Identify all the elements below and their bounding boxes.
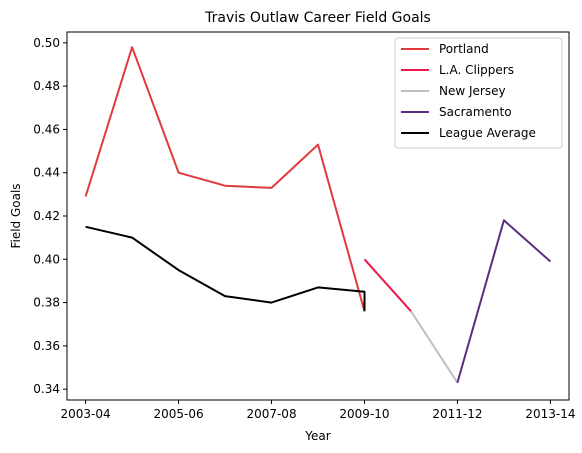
x-axis: 2003-04 2005-06 2007-08 2009-10 2011-12 2013-… [61,400,575,421]
y-tick-label: 0.36 [33,339,60,353]
y-tick-label: 0.40 [33,252,60,266]
legend-label-sacramento: Sacramento [439,105,512,119]
series-line-league-average [85,225,366,312]
y-axis: 0.34 0.36 0.38 0.40 0.42 0.44 0.46 0.48 0.50 [33,36,67,396]
y-tick-label: 0.50 [33,36,60,50]
x-tick-label: 2003-04 [61,407,111,421]
legend-label-portland: Portland [439,42,489,56]
x-tick-label: 2007-08 [246,407,296,421]
series-line-portland [84,46,366,312]
legend-label-l-a-clippers: L.A. Clippers [439,63,514,77]
series-line-l-a-clippers [363,258,412,312]
legend-box [394,37,563,149]
series-line-new-jersey [410,310,459,384]
y-tick-label: 0.42 [33,209,60,223]
legend-label-league-average: League Average [439,126,536,140]
x-tick-label: 2013-14 [525,407,575,421]
x-axis-label: Year [304,429,330,443]
series-line-sacramento [456,219,552,383]
y-axis-label: Field Goals [9,183,23,248]
y-tick-label: 0.38 [33,296,60,310]
x-tick-label: 2005-06 [153,407,203,421]
legend-label-new-jersey: New Jersey [439,84,506,98]
x-tick-label: 2009-10 [339,407,389,421]
chart-title: Travis Outlaw Career Field Goals [204,10,431,26]
y-tick-label: 0.48 [33,79,60,93]
x-tick-label: 2011-12 [432,407,482,421]
y-tick-label: 0.46 [33,122,60,136]
y-tick-label: 0.44 [33,166,60,180]
legend: Portland L.A. Clippers New Jersey Sacrament… [394,37,563,149]
y-tick-label: 0.34 [33,382,60,396]
series-lines [84,46,552,384]
